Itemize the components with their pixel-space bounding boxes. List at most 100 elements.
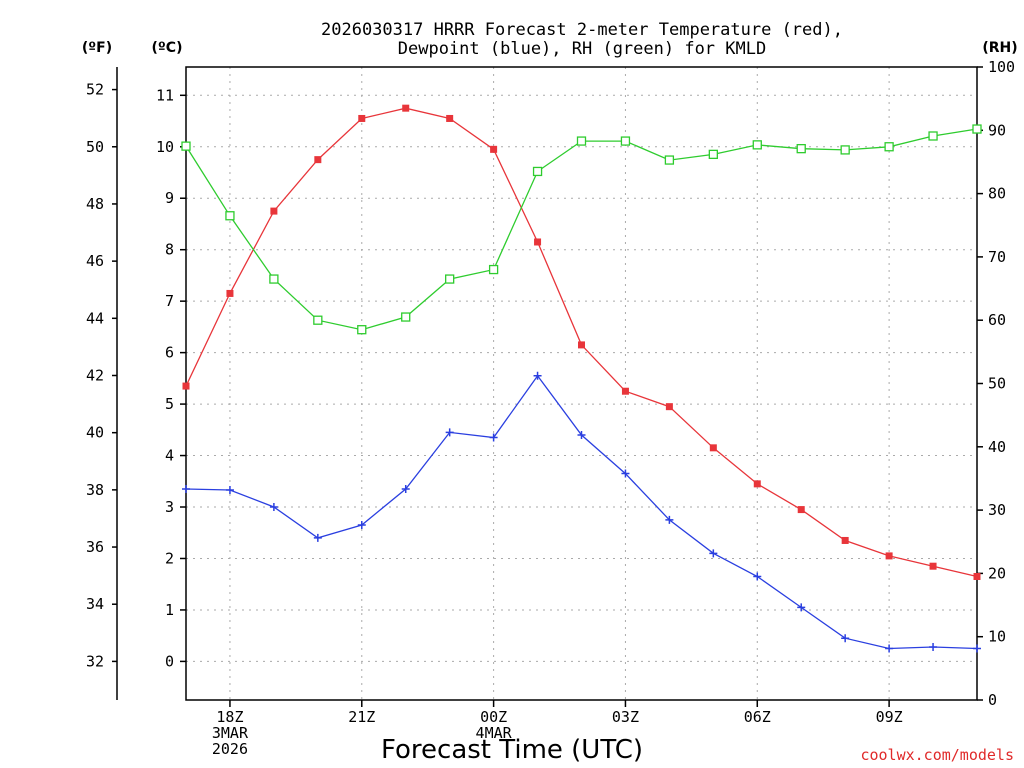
rh-tick-label: 60: [988, 311, 1006, 329]
x-tick-label: 2026: [212, 740, 248, 758]
temperature-point: [753, 480, 761, 488]
x-tick-label: 21Z: [348, 708, 375, 726]
rh-tick-label: 20: [988, 564, 1006, 582]
x-tick-label: 09Z: [876, 708, 903, 726]
relative-humidity-point: [181, 141, 191, 151]
fahrenheit-tick-label: 36: [86, 538, 104, 556]
rh-axis-ticks: 0 10 20 30 40 50 60 70 80 90 100: [977, 58, 1015, 709]
temperature-point: [841, 536, 849, 544]
dewpoint-point: [841, 634, 850, 643]
chart-title-line-2: Dewpoint (blue), RH (green) for KMLD: [398, 39, 766, 59]
temperature-point: [226, 289, 234, 297]
rh-tick-label: 50: [988, 375, 1006, 393]
celsius-tick-label: 9: [165, 189, 174, 207]
axes: [116, 66, 978, 701]
dewpoint-point: [929, 642, 938, 651]
celsius-tick-label: 1: [165, 601, 174, 619]
chart-title: 2026030317 HRRR Forecast 2-meter Tempera…: [321, 20, 843, 59]
rh-tick-label: 0: [988, 691, 997, 709]
x-tick-label: 00Z: [480, 708, 507, 726]
relative-humidity-point: [401, 312, 411, 322]
rh-tick-label: 80: [988, 185, 1006, 203]
rh-unit-label: (RH): [982, 40, 1017, 56]
temperature-point: [534, 238, 542, 246]
celsius-tick-label: 10: [156, 138, 174, 156]
temperature-point: [885, 552, 893, 560]
dewpoint-line: [185, 374, 978, 650]
temperature-point: [709, 444, 717, 452]
temperature-point: [621, 387, 629, 395]
temperature-point: [446, 114, 454, 122]
relative-humidity-point: [620, 136, 631, 146]
fahrenheit-tick-label: 52: [86, 81, 104, 99]
relative-humidity-point: [708, 149, 718, 160]
fahrenheit-tick-label: 32: [86, 652, 104, 670]
temperature-series: [182, 104, 981, 580]
credit-label: coolwx.com/models: [860, 746, 1014, 764]
relative-humidity-point: [928, 131, 938, 141]
celsius-tick-label: 7: [165, 292, 174, 310]
rh-tick-label: 90: [988, 121, 1006, 139]
x-tick-label: 3MAR: [212, 724, 249, 742]
fahrenheit-tick-label: 46: [86, 252, 104, 270]
chart-title-line-1: 2026030317 HRRR Forecast 2-meter Tempera…: [321, 20, 843, 40]
x-tick-label: 06Z: [744, 708, 771, 726]
dewpoint-point: [753, 572, 762, 581]
celsius-tick-label: 4: [165, 447, 174, 465]
dewpoint-point: [489, 433, 498, 442]
data-series: [181, 104, 982, 653]
celsius-tick-label: 2: [165, 549, 174, 567]
temperature-point: [358, 114, 366, 122]
celsius-tick-label: 6: [165, 344, 174, 362]
relative-humidity-point: [269, 274, 279, 284]
celsius-tick-label: 11: [156, 86, 174, 104]
celsius-unit-label: (ºC): [152, 40, 183, 56]
dewpoint-point: [973, 644, 981, 653]
rh-tick-label: 40: [988, 438, 1006, 456]
relative-humidity-series: [181, 124, 982, 335]
gridlines: [186, 67, 977, 700]
dewpoint-point: [709, 549, 718, 558]
celsius-tick-label: 3: [165, 498, 174, 516]
fahrenheit-axis-ticks: 32 34 36 38 40 42 44 46 48 50 52: [86, 81, 117, 670]
dewpoint-point: [313, 533, 322, 542]
temperature-point: [270, 207, 278, 215]
temperature-point: [578, 341, 585, 349]
fahrenheit-tick-label: 40: [86, 424, 104, 442]
relative-humidity-point: [796, 144, 806, 154]
relative-humidity-line: [185, 128, 978, 331]
fahrenheit-tick-label: 48: [86, 195, 104, 213]
rh-tick-label: 100: [988, 58, 1015, 76]
dewpoint-point: [182, 485, 190, 493]
relative-humidity-point: [884, 142, 894, 152]
temperature-point: [929, 562, 937, 570]
temperature-point: [402, 104, 410, 112]
relative-humidity-point: [488, 264, 499, 275]
dewpoint-point: [621, 469, 630, 478]
plot-frame: [185, 66, 978, 701]
relative-humidity-point: [664, 155, 675, 165]
fahrenheit-tick-label: 50: [86, 138, 104, 156]
temperature-point: [973, 572, 981, 580]
fahrenheit-tick-label: 38: [86, 481, 104, 499]
relative-humidity-point: [752, 140, 762, 150]
fahrenheit-tick-label: 34: [86, 595, 104, 613]
relative-humidity-point: [532, 166, 543, 177]
temperature-point: [314, 156, 322, 164]
dewpoint-point: [885, 644, 894, 653]
x-tick-label: 18Z: [216, 708, 243, 726]
temperature-point: [490, 145, 498, 153]
relative-humidity-point: [972, 124, 982, 134]
relative-humidity-point: [357, 325, 367, 335]
temperature-point: [797, 506, 805, 514]
relative-humidity-point: [225, 211, 235, 221]
rh-tick-label: 70: [988, 248, 1006, 266]
fahrenheit-unit-label: (ºF): [82, 40, 112, 56]
fahrenheit-tick-label: 42: [86, 366, 104, 384]
dewpoint-point: [445, 428, 454, 437]
celsius-tick-label: 5: [165, 395, 174, 413]
rh-tick-label: 30: [988, 501, 1006, 519]
x-tick-label: 4MAR: [476, 724, 513, 742]
